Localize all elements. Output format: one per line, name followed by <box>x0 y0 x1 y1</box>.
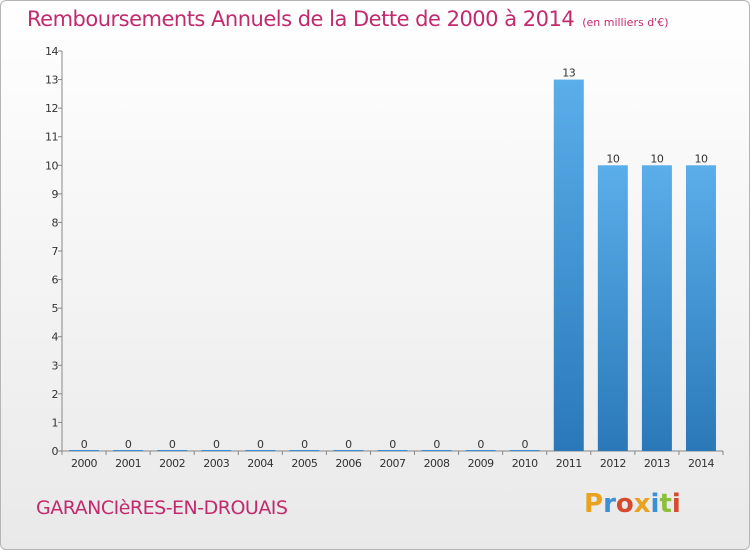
y-tick-label: 10 <box>45 159 58 172</box>
bar <box>245 450 276 451</box>
bar-value-label: 0 <box>477 438 484 451</box>
y-tick-label: 9 <box>52 188 59 201</box>
x-tick-label: 2003 <box>203 457 229 470</box>
bar <box>289 450 320 451</box>
bar <box>685 165 716 452</box>
logo-letter: t <box>659 489 672 519</box>
bar-value-label: 0 <box>213 438 220 451</box>
logo-letter: o <box>615 489 634 519</box>
y-tick-label: 4 <box>52 331 59 344</box>
x-tick-label: 2011 <box>556 457 582 470</box>
bar-value-label: 0 <box>301 438 308 451</box>
y-tick-label: 7 <box>52 245 59 258</box>
x-tick-label: 2010 <box>512 457 538 470</box>
bar-value-label: 0 <box>521 438 528 451</box>
bar-value-label: 0 <box>81 438 88 451</box>
y-tick-label: 8 <box>52 216 59 229</box>
y-tick-label: 12 <box>45 102 58 115</box>
title-text: Remboursements Annuels de la Dette de 20… <box>27 7 575 31</box>
bar <box>421 450 452 451</box>
logo-letter: i <box>650 489 660 519</box>
bar-value-label: 10 <box>694 152 707 165</box>
y-tick-label: 6 <box>52 274 59 287</box>
bar <box>553 79 584 452</box>
x-tick-label: 2013 <box>644 457 670 470</box>
y-tick-label: 5 <box>52 302 59 315</box>
logo-letter: x <box>633 489 651 519</box>
bar-value-label: 0 <box>257 438 264 451</box>
y-tick-label: 11 <box>45 131 58 144</box>
bar <box>597 165 628 452</box>
bar-value-label: 0 <box>389 438 396 451</box>
bar-value-label: 0 <box>169 438 176 451</box>
x-tick-label: 2001 <box>115 457 141 470</box>
x-tick-label: 2004 <box>247 457 273 470</box>
x-tick-label: 2014 <box>688 457 714 470</box>
y-tick-label: 14 <box>45 45 58 58</box>
bar <box>641 165 672 452</box>
x-tick-label: 2009 <box>468 457 494 470</box>
x-tick-label: 2007 <box>380 457 406 470</box>
y-tick-label: 1 <box>52 416 59 429</box>
y-tick-label: 13 <box>45 74 58 87</box>
commune-name: GARANCIèRES-EN-DROUAIS <box>36 497 288 519</box>
proxiti-logo: Proxiti <box>584 489 681 519</box>
bar-value-label: 0 <box>125 438 132 451</box>
bar <box>113 450 144 451</box>
bar <box>509 450 540 451</box>
x-tick-label: 2006 <box>335 457 361 470</box>
y-tick-label: 3 <box>52 359 59 372</box>
bar-value-label: 10 <box>606 152 619 165</box>
x-tick-label: 2002 <box>159 457 185 470</box>
bar-value-label: 10 <box>650 152 663 165</box>
bar-value-label: 13 <box>562 67 575 80</box>
bar <box>201 450 232 451</box>
x-tick-label: 2005 <box>291 457 317 470</box>
bar <box>465 450 496 451</box>
logo-letter: r <box>603 489 616 519</box>
bar <box>69 450 100 451</box>
chart-title: Remboursements Annuels de la Dette de 20… <box>27 7 668 31</box>
bar <box>377 450 408 451</box>
bar <box>157 450 188 451</box>
chart-subtitle: (en milliers d'€) <box>582 16 669 29</box>
x-tick-label: 2008 <box>424 457 450 470</box>
y-tick-label: 2 <box>52 388 59 401</box>
x-tick-label: 2000 <box>71 457 97 470</box>
logo-letter: P <box>584 489 604 519</box>
logo-letter: i <box>671 489 681 519</box>
bar <box>333 450 364 451</box>
x-tick-label: 2012 <box>600 457 626 470</box>
y-tick-label: 0 <box>52 445 59 458</box>
bar-value-label: 0 <box>345 438 352 451</box>
bar-value-label: 0 <box>433 438 440 451</box>
